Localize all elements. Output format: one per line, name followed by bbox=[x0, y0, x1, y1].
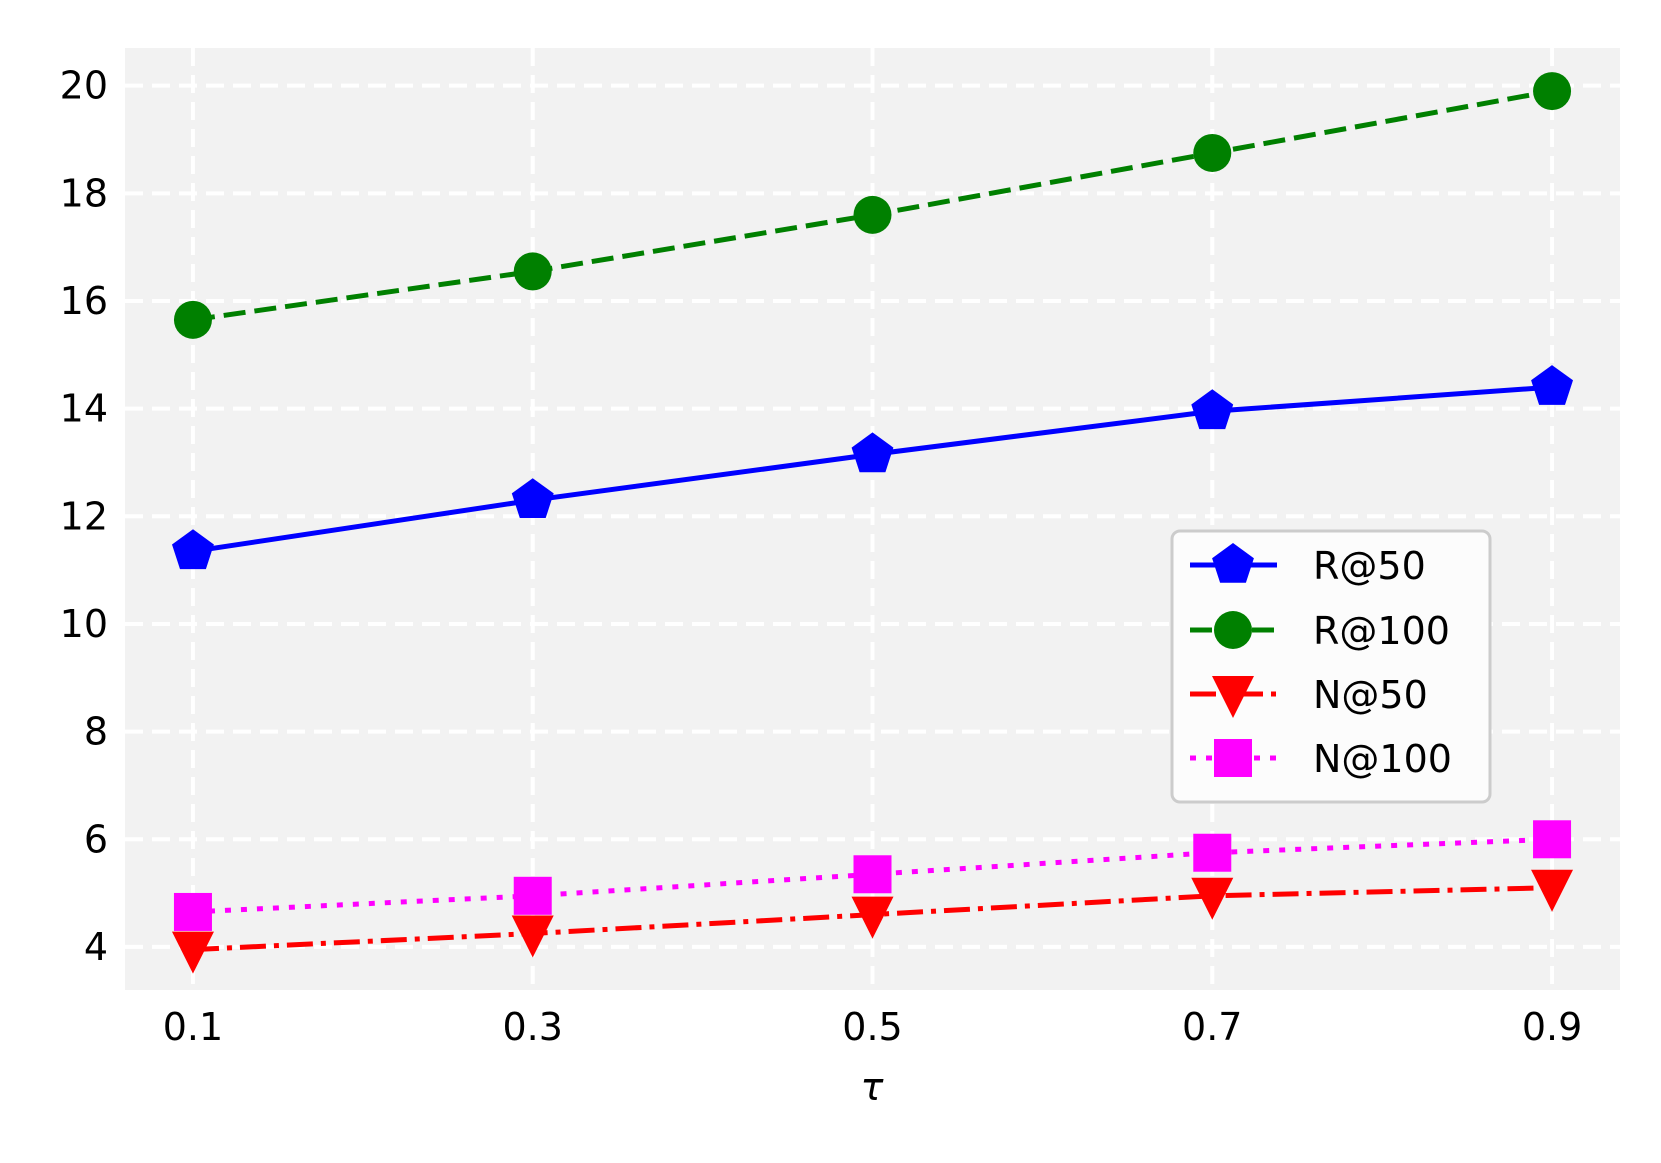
x-axis-ticks: 0.1 0.3 0.5 0.7 0.9 bbox=[163, 1005, 1583, 1049]
data-point-N@50 bbox=[171, 931, 214, 974]
data-point-N@100 bbox=[1533, 820, 1572, 859]
data-point-R@50 bbox=[1531, 365, 1573, 405]
legend-label: R@100 bbox=[1313, 609, 1450, 653]
data-point-R@100 bbox=[1533, 72, 1572, 111]
x-tick-label: 0.3 bbox=[503, 1005, 563, 1049]
y-tick-label: 14 bbox=[60, 387, 108, 431]
legend-label: N@100 bbox=[1313, 737, 1452, 781]
y-tick-label: 12 bbox=[60, 494, 108, 538]
data-point-N@50 bbox=[851, 896, 894, 939]
series-markers bbox=[171, 72, 1574, 974]
legend-label: R@50 bbox=[1313, 544, 1426, 588]
data-point-R@50 bbox=[511, 478, 554, 518]
data-point-N@100 bbox=[513, 876, 552, 915]
legend-label: N@50 bbox=[1313, 673, 1428, 717]
legend-marker bbox=[1212, 676, 1254, 718]
data-point-R@100 bbox=[1193, 133, 1232, 172]
data-point-N@50 bbox=[511, 915, 554, 958]
legend-marker bbox=[1212, 543, 1254, 583]
x-tick-label: 0.5 bbox=[842, 1005, 902, 1049]
data-point-N@50 bbox=[1191, 877, 1234, 920]
legend-marker bbox=[1214, 611, 1252, 649]
y-axis-ticks: 4 6 8 10 12 14 16 18 20 bbox=[60, 64, 108, 969]
data-point-N@100 bbox=[173, 892, 212, 931]
y-tick-label: 8 bbox=[84, 710, 108, 754]
y-tick-label: 4 bbox=[84, 925, 108, 969]
y-tick-label: 6 bbox=[84, 817, 108, 861]
series-line-N@100 bbox=[192, 836, 1553, 915]
legend-box bbox=[1170, 529, 1492, 804]
data-point-R@100 bbox=[513, 252, 552, 291]
data-point-R@50 bbox=[172, 529, 214, 570]
y-tick-label: 18 bbox=[60, 171, 108, 215]
x-axis-title: τ bbox=[861, 1065, 885, 1109]
data-point-R@100 bbox=[853, 195, 892, 234]
legend: R@50 R@100 N@50 N@100 bbox=[1170, 529, 1492, 804]
data-point-R@50 bbox=[851, 432, 894, 473]
legend-marker bbox=[1214, 739, 1252, 777]
x-tick-label: 0.1 bbox=[163, 1005, 223, 1049]
x-tick-label: 0.9 bbox=[1522, 1005, 1582, 1049]
y-tick-label: 20 bbox=[60, 64, 108, 108]
data-point-N@50 bbox=[1531, 869, 1574, 912]
x-tick-label: 0.7 bbox=[1182, 1005, 1242, 1049]
data-point-R@50 bbox=[1191, 389, 1234, 430]
y-tick-label: 16 bbox=[60, 279, 108, 323]
data-point-N@100 bbox=[1193, 833, 1232, 872]
data-point-N@100 bbox=[853, 855, 892, 894]
data-point-R@100 bbox=[173, 300, 212, 339]
y-tick-label: 10 bbox=[60, 602, 108, 646]
